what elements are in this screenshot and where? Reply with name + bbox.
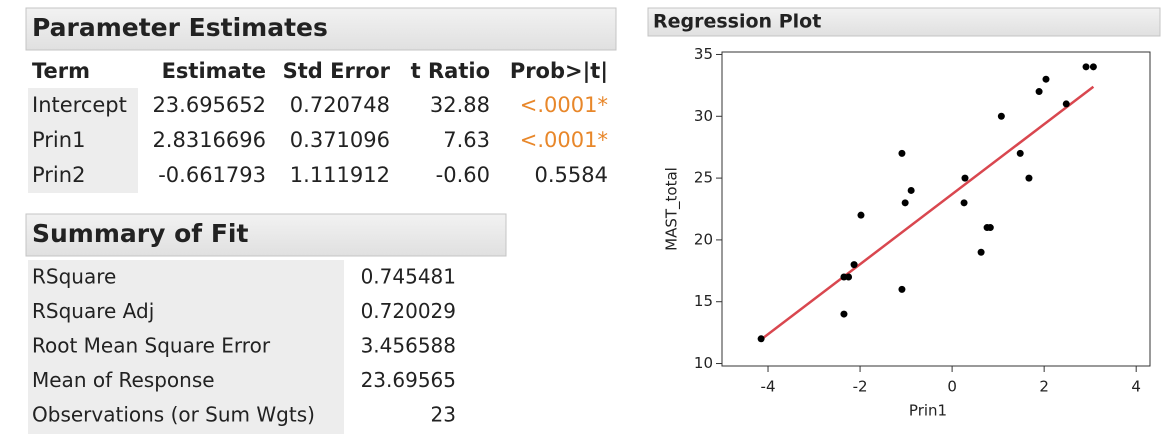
fit-label: RSquare xyxy=(32,265,116,289)
table-cell: -0.60 xyxy=(436,163,490,187)
y-tick-label: 30 xyxy=(694,107,713,125)
x-tick-label: -4 xyxy=(761,378,776,396)
y-tick-label: 10 xyxy=(694,354,713,372)
table-cell: 0.371096 xyxy=(290,128,390,152)
fit-value: 23 xyxy=(431,403,456,427)
point xyxy=(997,112,1005,120)
table-cell: 32.88 xyxy=(430,93,490,117)
column-header: t Ratio xyxy=(411,59,490,83)
point xyxy=(961,174,969,182)
y-axis-label: MAST_total xyxy=(663,167,682,251)
y-tick-label: 15 xyxy=(694,292,713,310)
column-header: Estimate xyxy=(162,59,266,83)
label-column xyxy=(28,260,344,434)
point xyxy=(901,199,909,207)
column-header: Std Error xyxy=(283,59,391,83)
fit-value: 23.69565 xyxy=(361,368,456,392)
table-cell: Intercept xyxy=(32,93,127,117)
term-column xyxy=(28,88,138,193)
y-tick-label: 20 xyxy=(694,230,713,248)
fit-label: Observations (or Sum Wgts) xyxy=(32,403,315,427)
x-tick-label: -2 xyxy=(853,378,868,396)
title-bar xyxy=(647,7,1161,37)
y-tick-label: 25 xyxy=(694,169,713,187)
point xyxy=(1016,149,1024,157)
point xyxy=(960,199,968,207)
table-cell: <.0001* xyxy=(520,93,608,117)
fit-value: 0.745481 xyxy=(361,265,456,289)
table-cell: 7.63 xyxy=(443,128,490,152)
table-cell: -0.661793 xyxy=(158,163,266,187)
point xyxy=(977,248,985,256)
x-tick-label: 4 xyxy=(1131,378,1141,396)
fit-label: Root Mean Square Error xyxy=(32,334,271,358)
title-bar xyxy=(25,7,617,51)
point xyxy=(1035,88,1043,96)
fit-value: 3.456588 xyxy=(361,334,456,358)
section-title: Parameter Estimates xyxy=(32,13,328,42)
x-tick-label: 2 xyxy=(1039,378,1049,396)
title-bar xyxy=(25,213,507,257)
point xyxy=(845,273,853,281)
column-header: Term xyxy=(32,59,90,83)
table-cell: 0.5584 xyxy=(535,163,608,187)
table-cell: Prin1 xyxy=(32,128,85,152)
point xyxy=(1082,63,1090,71)
table-cell: 0.720748 xyxy=(290,93,390,117)
point xyxy=(1025,174,1033,182)
point xyxy=(898,285,906,293)
x-tick-label: 0 xyxy=(947,378,957,396)
x-axis-label: Prin1 xyxy=(909,402,947,420)
plot-title: Regression Plot xyxy=(653,11,821,33)
fit-label: Mean of Response xyxy=(32,368,215,392)
table-cell: 2.8316696 xyxy=(152,128,266,152)
column-header: Prob>|t| xyxy=(510,59,608,84)
point xyxy=(857,211,865,219)
point xyxy=(850,261,858,269)
fit-label: RSquare Adj xyxy=(32,299,154,323)
fit-value: 0.720029 xyxy=(361,299,456,323)
plot-frame xyxy=(721,51,1151,367)
table-cell: Prin2 xyxy=(32,163,85,187)
section-title: Summary of Fit xyxy=(32,219,249,248)
point xyxy=(757,335,765,343)
point xyxy=(986,224,994,232)
point xyxy=(1042,75,1050,83)
point xyxy=(907,186,915,194)
table-cell: 23.695652 xyxy=(152,93,266,117)
y-tick-label: 35 xyxy=(694,45,713,63)
table-cell: 1.111912 xyxy=(290,163,390,187)
point xyxy=(840,310,848,318)
table-cell: <.0001* xyxy=(520,128,608,152)
point xyxy=(1089,63,1097,71)
point xyxy=(1062,100,1070,108)
point xyxy=(898,149,906,157)
fit-line xyxy=(760,85,1095,341)
